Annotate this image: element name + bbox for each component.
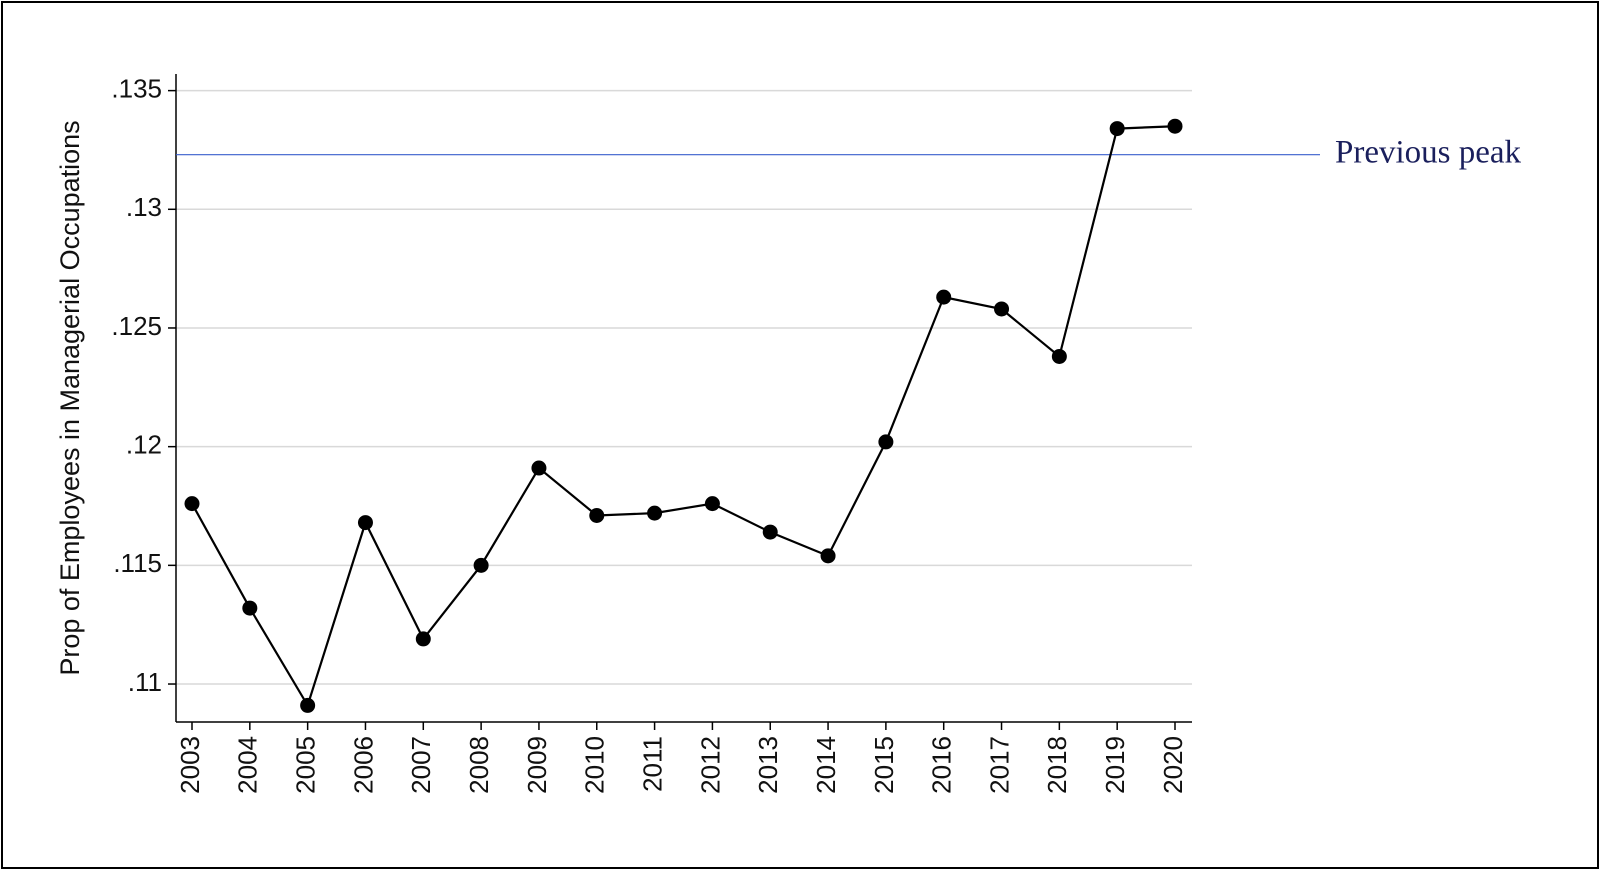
x-tick-label: 2006 xyxy=(348,736,378,794)
marker xyxy=(473,557,489,573)
x-tick-label: 2003 xyxy=(175,736,205,794)
marker xyxy=(300,697,316,713)
x-tick-label: 2012 xyxy=(695,736,725,794)
marker xyxy=(936,289,952,305)
marker xyxy=(1051,348,1067,364)
marker xyxy=(184,496,200,512)
x-tick-label: 2007 xyxy=(406,736,436,794)
marker xyxy=(878,434,894,450)
y-tick-label: .11 xyxy=(128,667,162,697)
y-tick-label: .12 xyxy=(126,430,162,460)
x-tick-label: 2010 xyxy=(580,736,610,794)
x-tick-label: 2011 xyxy=(637,736,667,792)
x-tick-label: 2008 xyxy=(464,736,494,794)
x-tick-label: 2017 xyxy=(984,736,1014,794)
marker xyxy=(820,548,836,564)
marker xyxy=(994,301,1010,317)
y-tick-label: .125 xyxy=(111,311,162,341)
reference-label: Previous peak xyxy=(1335,134,1522,170)
marker xyxy=(1109,121,1125,137)
marker xyxy=(415,631,431,647)
x-tick-label: 2015 xyxy=(869,736,899,794)
y-axis-label: Prop of Employees in Managerial Occupati… xyxy=(55,120,85,675)
marker xyxy=(1167,118,1183,134)
marker xyxy=(242,600,258,616)
line xyxy=(191,125,1176,709)
x-tick-label: 2016 xyxy=(927,736,957,794)
y-tick-label: .13 xyxy=(126,192,162,222)
x-tick-label: 2019 xyxy=(1100,736,1130,794)
x-tick-label: 2005 xyxy=(291,736,321,794)
marker xyxy=(589,507,605,523)
x-tick-label: 2009 xyxy=(522,736,552,794)
y-tick-label: .115 xyxy=(113,548,162,578)
marker xyxy=(647,505,663,521)
y-tick-label: .135 xyxy=(111,73,162,103)
x-tick-label: 2004 xyxy=(233,736,263,794)
x-tick-label: 2018 xyxy=(1042,736,1072,794)
marker xyxy=(762,524,778,540)
marker xyxy=(357,515,373,531)
x-tick-label: 2020 xyxy=(1158,736,1188,794)
x-tick-label: 2014 xyxy=(811,736,841,794)
marker xyxy=(704,496,720,512)
x-tick-label: 2013 xyxy=(753,736,783,794)
marker xyxy=(531,460,547,476)
